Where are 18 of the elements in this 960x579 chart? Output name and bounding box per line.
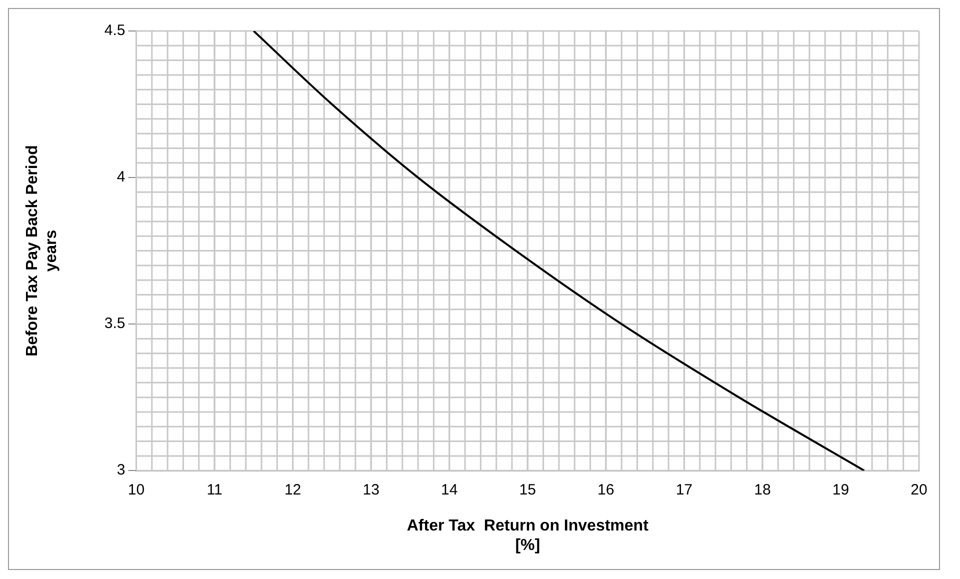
- y-tick-label: 4: [116, 168, 126, 186]
- x-tick-label: 18: [754, 482, 771, 499]
- x-tick-label: 10: [128, 482, 145, 499]
- line-series: [252, 31, 866, 471]
- x-tick-label: 19: [832, 482, 850, 499]
- x-tick-label: 11: [206, 482, 222, 499]
- x-tick-label: 15: [519, 482, 536, 499]
- x-axis-title: After Tax Return on Investment [%]: [406, 518, 650, 554]
- x-tick-label: 16: [598, 482, 614, 499]
- y-axis-title: Before Tax Pay Back Period years: [24, 145, 60, 356]
- x-tick-label: 13: [362, 482, 380, 499]
- x-tick-label: 20: [910, 482, 928, 499]
- x-tick-label: 12: [284, 482, 302, 499]
- x-tick-label: 17: [676, 482, 693, 499]
- y-tick-label: 3.5: [104, 315, 126, 332]
- x-tick-label: 14: [441, 482, 458, 499]
- y-tick-label: 3: [116, 462, 126, 479]
- y-tick-label: 4.5: [104, 22, 126, 40]
